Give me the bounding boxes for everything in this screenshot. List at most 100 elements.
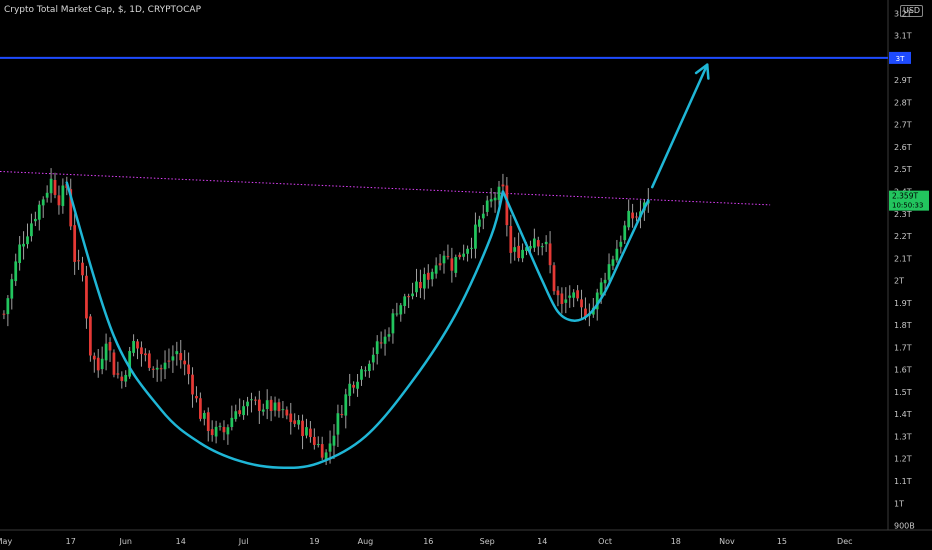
candle-body — [415, 281, 418, 293]
candle-body — [379, 342, 383, 344]
candle-body — [411, 293, 414, 297]
candle-body — [108, 342, 112, 351]
candle-body — [234, 411, 238, 420]
candle-body — [332, 435, 336, 446]
y-tick-label: 2.9T — [894, 76, 912, 85]
candle-body — [187, 364, 190, 375]
x-tick-label: 16 — [423, 537, 433, 546]
candle-body — [199, 398, 202, 419]
candle-body — [564, 299, 568, 303]
handle-curve — [501, 190, 650, 322]
candle-body — [100, 358, 104, 370]
candle-body — [2, 313, 6, 315]
x-tick-label: Oct — [598, 537, 612, 546]
candle-body — [407, 296, 411, 298]
candle-body — [57, 195, 61, 206]
candle-body — [340, 414, 344, 416]
candle-body — [619, 241, 623, 247]
candle-body — [136, 341, 139, 349]
y-tick-label: 1.5T — [894, 388, 912, 397]
candle-body — [364, 370, 367, 372]
candle-body — [277, 402, 281, 412]
candle-body — [61, 185, 65, 207]
candle-body — [167, 360, 171, 362]
candle-body — [285, 409, 289, 416]
candle-body — [175, 351, 179, 355]
candle-body — [509, 226, 513, 253]
candle-body — [73, 225, 77, 262]
candle-body — [147, 353, 151, 368]
candle-body — [324, 452, 328, 460]
candle-body — [77, 260, 80, 262]
candle-body — [53, 180, 57, 195]
current-price-label: 2.359T — [892, 192, 918, 201]
candle-body — [202, 412, 206, 419]
candle-body — [140, 347, 143, 355]
candle-body — [426, 272, 430, 280]
candle-body — [226, 427, 230, 435]
candle-body — [183, 360, 187, 365]
candle-body — [446, 256, 450, 258]
candle-body — [430, 271, 434, 280]
candle-body — [246, 401, 249, 407]
candle-body — [572, 292, 576, 298]
candle-body — [159, 368, 163, 370]
candle-body — [525, 247, 528, 252]
candle-body — [360, 369, 363, 380]
candle-body — [45, 192, 49, 198]
candle-body — [529, 245, 532, 249]
candle-body — [599, 282, 603, 295]
candle-body — [403, 296, 407, 306]
currency-badge[interactable]: USD — [900, 5, 924, 17]
y-tick-label: 3.1T — [894, 32, 912, 41]
candle-body — [297, 420, 300, 425]
candle-body — [151, 368, 155, 370]
candle-body — [293, 420, 297, 424]
candle-body — [269, 399, 273, 412]
candle-body — [470, 247, 473, 249]
candle-body — [532, 238, 536, 248]
candle-body — [481, 213, 485, 219]
candle-body — [580, 299, 583, 308]
candle-body — [383, 336, 387, 344]
y-tick-label: 2T — [894, 277, 904, 286]
candle-body — [485, 200, 489, 212]
candle-body — [132, 341, 135, 353]
breakout-arrow-head — [694, 63, 710, 80]
candle-body — [124, 374, 128, 382]
candle-body — [257, 399, 261, 411]
candle-body — [120, 376, 124, 381]
candle-body — [458, 254, 462, 258]
resistance-price-tag — [889, 51, 911, 64]
candle-body — [584, 308, 587, 317]
candle-body — [171, 356, 175, 361]
candle-body — [22, 243, 25, 247]
candle-body — [265, 400, 269, 409]
bar-countdown-label: 10:50:33 — [892, 202, 923, 210]
candle-body — [548, 243, 552, 266]
candle-body — [328, 443, 332, 452]
y-tick-label: 1.9T — [894, 299, 912, 308]
candle-body — [552, 265, 556, 292]
candle-body — [104, 343, 108, 361]
candle-body — [81, 262, 84, 276]
candle-body — [454, 257, 458, 273]
candle-body — [214, 426, 218, 437]
candle-body — [37, 204, 41, 220]
candle-body — [536, 240, 540, 247]
y-tick-label: 1.3T — [894, 432, 912, 441]
candle-body — [556, 290, 560, 296]
candle-body — [261, 409, 265, 412]
candle-body — [595, 292, 599, 310]
candle-body — [309, 428, 312, 438]
candle-body — [419, 281, 422, 289]
candle-body — [375, 341, 379, 355]
neckline-dotted — [0, 170, 771, 206]
y-tick-label: 2.6T — [894, 143, 912, 152]
candle-body — [371, 354, 375, 363]
x-tick-label: 15 — [777, 537, 787, 546]
y-tick-label: 2.8T — [894, 98, 912, 107]
candle-body — [442, 255, 446, 264]
candle-body — [367, 363, 371, 372]
